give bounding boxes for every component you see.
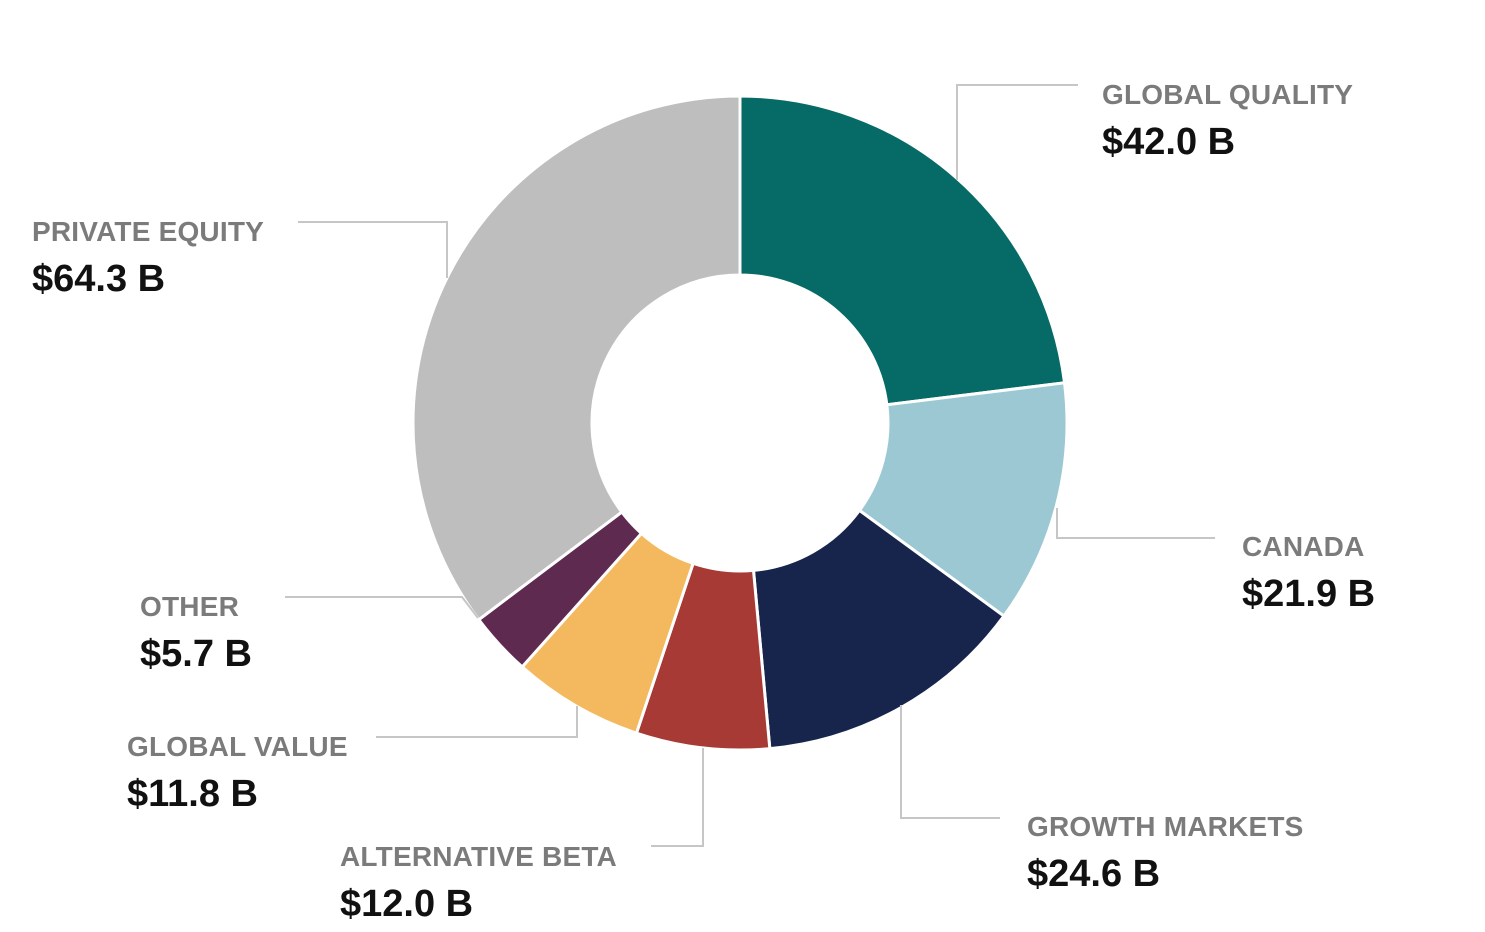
label-other: OTHER $5.7 B xyxy=(140,591,252,675)
slice-canada xyxy=(857,381,1069,619)
label-private-equity: PRIVATE EQUITY $64.3 B xyxy=(32,216,265,300)
label-growth-markets: GROWTH MARKETS $24.6 B xyxy=(1027,811,1304,895)
label-value: $21.9 B xyxy=(1242,573,1376,615)
label-name: CANADA xyxy=(1242,531,1365,562)
label-name: GROWTH MARKETS xyxy=(1027,811,1304,842)
label-value: $24.6 B xyxy=(1027,853,1161,895)
leader-line-alternative-beta xyxy=(651,748,704,847)
label-name: GLOBAL QUALITY xyxy=(1102,79,1354,110)
label-value: $12.0 B xyxy=(340,883,474,925)
label-value: $64.3 B xyxy=(32,258,166,300)
leader-line-global-quality xyxy=(956,84,1078,180)
label-name: PRIVATE EQUITY xyxy=(32,216,265,247)
donut-slices xyxy=(411,94,1069,752)
label-value: $5.7 B xyxy=(140,633,252,675)
label-global-value: GLOBAL VALUE $11.8 B xyxy=(127,731,348,815)
leader-lines xyxy=(285,84,1215,847)
slice-global-quality xyxy=(738,94,1067,407)
label-name: GLOBAL VALUE xyxy=(127,731,348,762)
label-name: ALTERNATIVE BETA xyxy=(340,841,617,872)
label-name: OTHER xyxy=(140,591,239,622)
leader-line-global-value xyxy=(376,706,578,738)
leader-line-growth-markets xyxy=(900,705,1000,819)
leader-line-other xyxy=(285,596,479,619)
label-value: $42.0 B xyxy=(1102,121,1236,163)
label-canada: CANADA $21.9 B xyxy=(1242,531,1376,615)
label-alternative-beta: ALTERNATIVE BETA $12.0 B xyxy=(340,841,617,925)
slice-private-equity xyxy=(411,94,742,622)
slice-growth-markets xyxy=(751,508,1007,751)
leader-line-private-equity xyxy=(298,221,448,278)
label-global-quality: GLOBAL QUALITY $42.0 B xyxy=(1102,79,1354,163)
label-value: $11.8 B xyxy=(127,773,258,815)
leader-line-canada xyxy=(1056,508,1215,539)
